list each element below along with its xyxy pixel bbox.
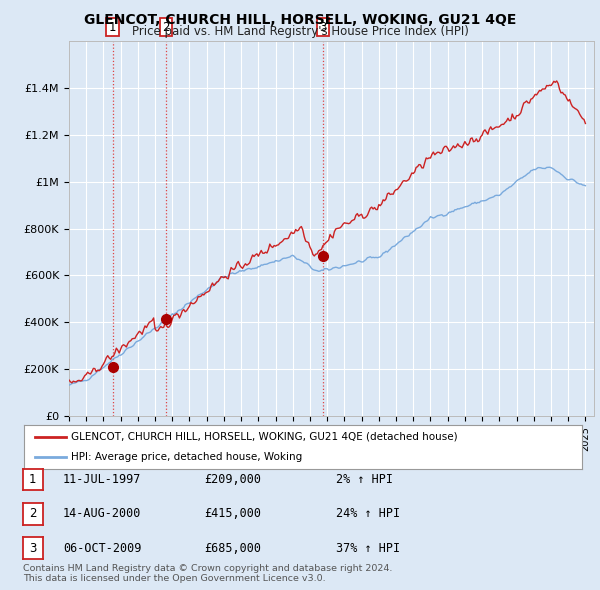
Text: 2: 2 [162,21,169,34]
Text: 3: 3 [319,21,327,34]
Text: 24% ↑ HPI: 24% ↑ HPI [336,507,400,520]
Text: 06-OCT-2009: 06-OCT-2009 [63,542,142,555]
Text: GLENCOT, CHURCH HILL, HORSELL, WOKING, GU21 4QE: GLENCOT, CHURCH HILL, HORSELL, WOKING, G… [84,13,516,27]
Text: 3: 3 [29,542,37,555]
Text: Price paid vs. HM Land Registry's House Price Index (HPI): Price paid vs. HM Land Registry's House … [131,25,469,38]
Text: 37% ↑ HPI: 37% ↑ HPI [336,542,400,555]
Text: £209,000: £209,000 [204,473,261,486]
Text: £415,000: £415,000 [204,507,261,520]
Text: 2: 2 [29,507,37,520]
Text: £685,000: £685,000 [204,542,261,555]
Text: Contains HM Land Registry data © Crown copyright and database right 2024.
This d: Contains HM Land Registry data © Crown c… [23,563,392,583]
Text: 1: 1 [109,21,116,34]
Text: GLENCOT, CHURCH HILL, HORSELL, WOKING, GU21 4QE (detached house): GLENCOT, CHURCH HILL, HORSELL, WOKING, G… [71,432,458,442]
Text: 1: 1 [29,473,37,486]
Text: 2% ↑ HPI: 2% ↑ HPI [336,473,393,486]
Text: 11-JUL-1997: 11-JUL-1997 [63,473,142,486]
Text: 14-AUG-2000: 14-AUG-2000 [63,507,142,520]
Text: HPI: Average price, detached house, Woking: HPI: Average price, detached house, Woki… [71,452,302,462]
